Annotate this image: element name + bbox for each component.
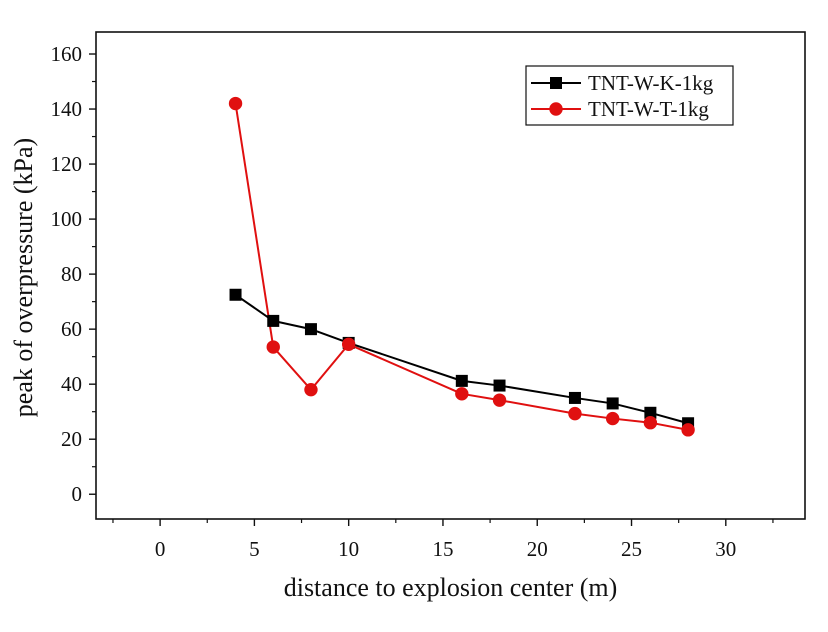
y-tick-label: 120 [51,152,83,176]
x-tick-label: 5 [249,537,260,561]
series-1-point [568,391,581,404]
series-1-point [606,397,619,410]
legend-box [525,65,734,126]
series-1-point [493,379,506,392]
x-tick-label: 15 [432,537,453,561]
series-2-point [568,406,582,421]
y-tick-label: 160 [51,42,83,66]
series-1-point [229,288,242,301]
y-tick-label: 60 [61,317,82,341]
series-2-point [492,393,507,407]
series-1-point [455,374,468,387]
series-line-1 [234,293,689,425]
x-tick-label: 10 [338,537,359,561]
x-tick-label: 25 [621,537,642,561]
series-2-point [455,387,469,401]
y-axis-label: peak of overpressure (kPa) [9,138,38,417]
series-2-point [228,96,243,111]
x-tick-label: 30 [715,537,736,561]
y-tick-label: 140 [51,97,83,121]
chart-axes: 0 5 10 15 20 25 30 0 20 40 60 80 100 120 140 160 [51,31,806,561]
x-axis-label: distance to explosion center (m) [284,573,618,602]
legend-marker-2 [549,102,563,116]
x-tick-label: 20 [527,537,548,561]
series-line-2 [234,103,689,431]
chart-series [228,96,695,437]
series-1-point [304,323,317,336]
series-2-point [266,340,280,354]
series-2-point [643,416,658,430]
legend-label-2: TNT-W-T-1kg [588,97,709,121]
series-2-point [605,411,620,426]
series-2-point [341,337,356,351]
series-2-point [304,382,318,397]
y-tick-label: 0 [72,482,83,506]
x-tick-label: 0 [155,537,166,561]
plot-frame [95,31,806,520]
legend-marker-1 [550,77,562,89]
y-tick-label: 40 [61,372,82,396]
y-tick-label: 80 [61,262,82,286]
series-2-point [681,423,695,437]
y-tick-label: 100 [51,207,83,231]
series-1-point [267,314,280,327]
y-tick-label: 20 [61,427,82,451]
legend-label-1: TNT-W-K-1kg [588,71,714,95]
